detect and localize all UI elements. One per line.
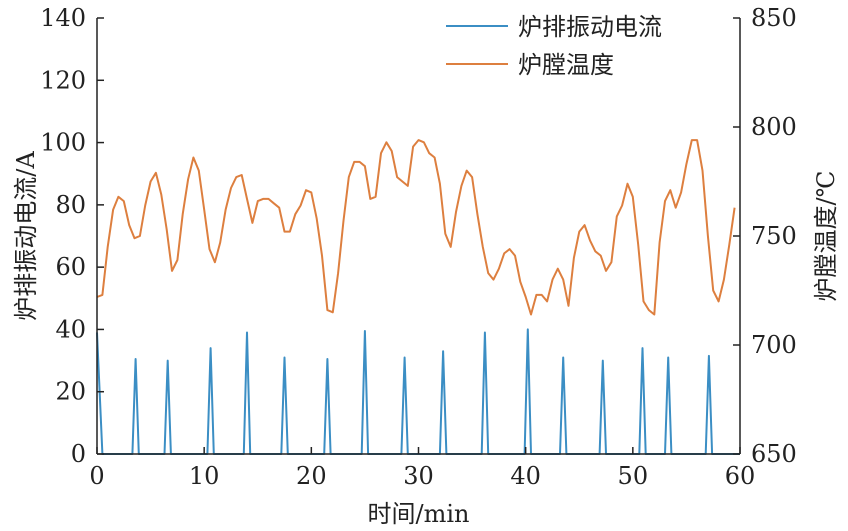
x-tick-label: 10 <box>189 462 220 490</box>
legend-label-current: 炉排振动电流 <box>518 13 662 41</box>
y-right-tick-label: 700 <box>751 331 797 359</box>
x-tick-label: 20 <box>296 462 327 490</box>
plot-series <box>96 139 740 455</box>
y-left-axis-title: 炉排振动电流/A <box>12 151 40 321</box>
x-tick-label: 40 <box>510 462 541 490</box>
y-right-tick-label: 800 <box>751 113 797 141</box>
y-right-tick-label: 850 <box>751 4 797 32</box>
y-right-tick-label: 650 <box>751 440 797 468</box>
x-axis-title: 时间/min <box>368 500 470 528</box>
y-left-tick-label: 0 <box>71 440 86 468</box>
legend-label-temperature: 炉膛温度 <box>518 51 614 79</box>
y-right-axis-title: 炉膛温度/℃ <box>812 171 840 302</box>
y-left-tick-label: 140 <box>40 4 86 32</box>
y-left-tick-label: 20 <box>55 378 86 406</box>
x-tick-label: 0 <box>89 462 104 490</box>
x-tick-label: 50 <box>618 462 649 490</box>
y-left-tick-label: 40 <box>55 315 86 343</box>
y-left-tick-label: 80 <box>55 191 86 219</box>
y-left-tick-label: 60 <box>55 253 86 281</box>
axes: 0 10 20 30 40 50 60 0 20 40 60 80 100 120 140 650 700 750… <box>12 4 840 528</box>
x-tick-label: 60 <box>725 462 756 490</box>
series-line-current <box>96 328 740 455</box>
y-left-tick-label: 100 <box>40 129 86 157</box>
y-right-tick-label: 750 <box>751 222 797 250</box>
x-tick-label: 30 <box>403 462 434 490</box>
y-left-tick-label: 120 <box>40 66 86 94</box>
series-line-temperature <box>96 139 736 316</box>
